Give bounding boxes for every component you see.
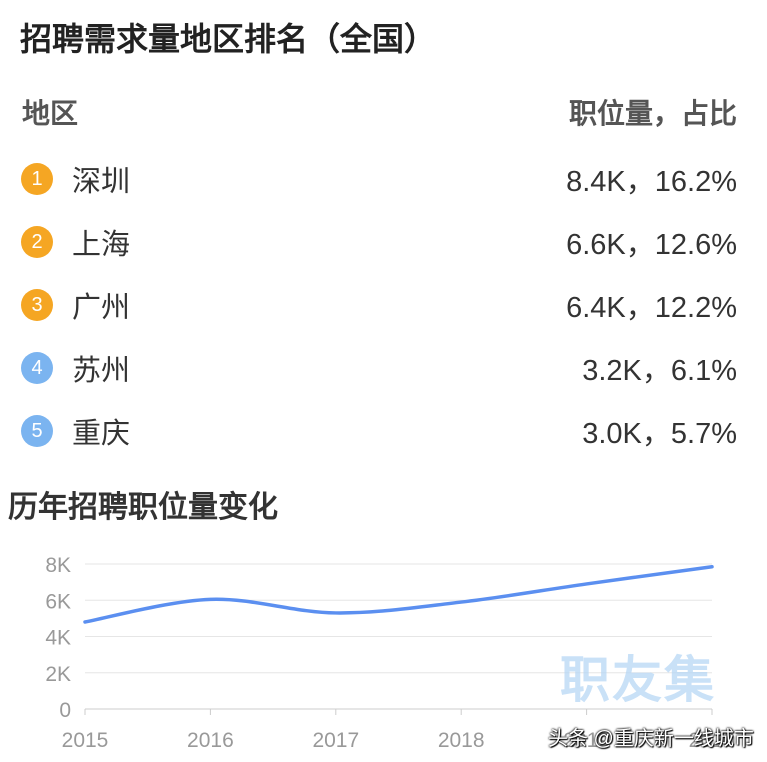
trend-title: 历年招聘职位量变化 — [8, 491, 278, 524]
rank-badge: 3 — [21, 289, 53, 321]
y-tick-label: 4K — [45, 627, 71, 650]
y-tick-label: 2K — [45, 663, 71, 686]
rank-badge: 4 — [21, 352, 53, 384]
rank-city: 深圳 — [72, 166, 131, 198]
ranking-row: 5 重庆 3.0K，5.7% — [0, 400, 767, 463]
x-tick-label: 2017 — [312, 729, 359, 752]
x-tick-label: 2020 — [689, 729, 736, 752]
rank-value: 3.0K，5.7% — [582, 418, 737, 450]
ranking-row: 4 苏州 3.2K，6.1% — [0, 337, 767, 400]
rank-value: 6.4K，12.2% — [566, 292, 737, 324]
header-region: 地区 — [22, 98, 79, 129]
rank-city: 重庆 — [72, 418, 131, 450]
ranking-list: 1 深圳 8.4K，16.2% 2 上海 6.6K，12.6% 3 广州 6.4… — [0, 148, 767, 463]
y-tick-label: 8K — [45, 554, 71, 577]
x-tick-label: 2015 — [62, 729, 109, 752]
x-tick-label: 2019 — [563, 729, 610, 752]
ranking-row: 2 上海 6.6K，12.6% — [0, 211, 767, 274]
header-value: 职位量，占比 — [568, 98, 737, 129]
y-tick-label: 6K — [45, 590, 71, 613]
rank-city: 苏州 — [72, 355, 131, 387]
rank-title: 招聘需求量地区排名（全国） — [20, 21, 437, 57]
ranking-row: 1 深圳 8.4K，16.2% — [0, 148, 767, 211]
x-tick-label: 2018 — [438, 729, 485, 752]
rank-badge: 2 — [21, 226, 53, 258]
y-tick-label: 0 — [59, 699, 71, 722]
ranking-row: 3 广州 6.4K，12.2% — [0, 274, 767, 337]
rank-city: 上海 — [72, 229, 131, 261]
rank-value: 8.4K，16.2% — [566, 166, 737, 198]
rank-badge: 1 — [21, 163, 53, 195]
trend-chart: 0 2K 4K 6K 8K 2015 2016 2017 2018 2019 2020 — [45, 554, 736, 752]
rank-value: 6.6K，12.6% — [566, 229, 737, 261]
rank-badge: 5 — [21, 415, 53, 447]
x-tick-label: 2016 — [187, 729, 234, 752]
rank-city: 广州 — [72, 292, 131, 324]
credit-text: 头条 @重庆新一线城市 — [548, 728, 754, 750]
series-line — [83, 564, 714, 624]
watermark: 职友集 — [560, 652, 716, 708]
rank-value: 3.2K，6.1% — [582, 355, 737, 387]
